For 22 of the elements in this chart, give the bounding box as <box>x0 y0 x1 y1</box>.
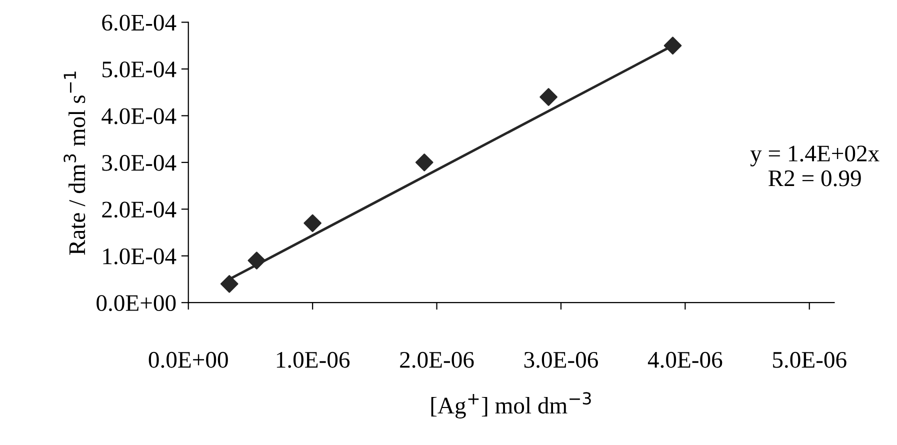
y-tick-label: 2.0E-04 <box>102 202 176 218</box>
x-tick-label: 0.0E+00 <box>148 352 228 368</box>
x-tick-label: 1.0E-06 <box>276 352 350 368</box>
y-tick-label: 0.0E+00 <box>96 295 176 312</box>
y-tick-label: 3.0E-04 <box>102 154 176 171</box>
x-tick-label: 3.0E-06 <box>524 352 598 368</box>
point <box>540 88 558 106</box>
y-tick-label: 6.0E-04 <box>102 14 176 31</box>
y-tick-label: 5.0E-04 <box>102 61 176 78</box>
point <box>304 214 322 232</box>
point <box>248 252 266 270</box>
x-tick-label: 4.0E-06 <box>648 352 722 368</box>
point <box>220 275 238 293</box>
x-tick-label: 2.0E-06 <box>400 352 474 368</box>
y-axis-title: Rate / dm$^{3}$ mol s$^{−1}$ <box>64 72 86 255</box>
x-tick-label: 5.0E-06 <box>773 352 846 368</box>
y-tick-label: 1.0E-04 <box>103 248 176 264</box>
x-axis-title: [Ag$^{+}$] mol dm$^{−3}$ <box>431 392 591 418</box>
y-tick-label: 4.0E-04 <box>102 108 176 124</box>
annotation: y = 1.4E+02x R2 = 0.99 <box>750 146 880 186</box>
point <box>664 36 682 55</box>
point <box>415 154 434 172</box>
